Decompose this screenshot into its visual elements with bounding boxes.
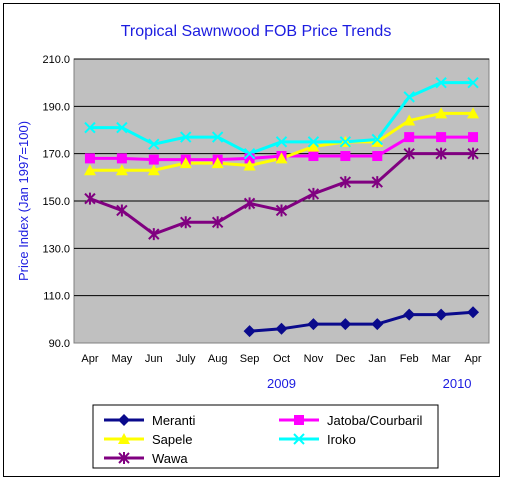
legend-box <box>92 404 439 469</box>
data-point-wawa <box>180 216 192 229</box>
data-point-wawa <box>371 176 383 189</box>
y-tick-label: 150.0 <box>42 196 70 208</box>
data-point-iroko <box>467 76 479 89</box>
data-point-sapele <box>83 164 96 176</box>
x-tick-label: Feb <box>400 353 419 365</box>
x-tick-label: Apr <box>81 353 98 365</box>
data-point-sapele <box>211 157 224 169</box>
legend: Meranti Jatoba/Courbaril Sapele Iroko Wawa <box>104 413 422 466</box>
y-tick-label: 170.0 <box>42 149 70 161</box>
data-point-iroko <box>339 136 352 148</box>
data-point-wawa <box>307 187 320 200</box>
x-tick-label: Dec <box>336 353 356 365</box>
data-point-meranti <box>435 308 448 321</box>
x-tick-label: Apr <box>464 353 481 365</box>
data-point-iroko <box>403 91 415 103</box>
year-label: 2009 <box>267 376 296 391</box>
data-point-sapele <box>147 164 160 176</box>
data-point-iroko <box>371 133 383 146</box>
data-point-sapele <box>435 107 448 119</box>
legend-label-sapele: Sapele <box>152 432 192 447</box>
x-tick-label: Jan <box>368 353 386 365</box>
data-point-jatoba-courbaril <box>404 132 415 143</box>
data-point-meranti <box>275 322 288 335</box>
year-labels: 2009 2010 <box>267 376 471 391</box>
data-point-wawa <box>84 192 96 205</box>
data-point-wawa <box>116 204 128 217</box>
legend-label-jatoba-courbaril: Jatoba/Courbaril <box>327 413 422 428</box>
gridlines <box>74 58 489 297</box>
x-tick-label: Oct <box>273 353 290 365</box>
y-tick-label: 110.0 <box>43 291 70 303</box>
data-point-wawa <box>148 228 160 241</box>
data-point-wawa <box>243 197 256 210</box>
x-tick-label: Mar <box>432 353 451 365</box>
data-point-sapele <box>179 157 192 169</box>
x-tick-label: July <box>176 353 196 365</box>
data-point-sapele <box>275 152 288 164</box>
y-tick-label: 90.0 <box>49 338 70 350</box>
data-point-jatoba-courbaril <box>436 132 447 143</box>
legend-marker-jatoba-courbaril <box>294 415 304 425</box>
data-point-sapele <box>403 114 416 126</box>
data-point-wawa <box>435 147 447 160</box>
y-tick-label: 190.0 <box>42 101 70 113</box>
data-point-wawa <box>339 176 352 189</box>
legend-marker-iroko <box>293 433 305 445</box>
y-tick-label: 130.0 <box>42 243 70 255</box>
data-point-wawa <box>211 216 224 229</box>
legend-label-iroko: Iroko <box>327 432 356 447</box>
legend-marker-sapele <box>118 433 130 444</box>
data-point-meranti <box>307 318 320 331</box>
legend-marker-wawa <box>118 452 130 464</box>
data-point-iroko <box>84 121 96 134</box>
data-point-iroko <box>435 76 447 89</box>
x-tick-label: Sep <box>240 353 260 365</box>
data-point-iroko <box>180 131 192 143</box>
data-point-jatoba-courbaril <box>84 153 95 164</box>
data-point-wawa <box>403 147 415 160</box>
data-point-sapele <box>371 135 384 147</box>
year-label: 2010 <box>443 376 472 391</box>
data-point-jatoba-courbaril <box>372 151 383 162</box>
data-point-jatoba-courbaril <box>468 132 479 143</box>
y-tick-label: 210.0 <box>42 54 70 66</box>
data-point-iroko <box>243 147 256 160</box>
data-point-iroko <box>211 131 224 143</box>
legend-label-wawa: Wawa <box>152 451 188 466</box>
data-point-iroko <box>148 138 160 150</box>
y-axis-label: Price Index (Jan 1997=100) <box>16 121 31 281</box>
data-point-meranti <box>403 308 416 321</box>
data-point-sapele <box>467 107 480 119</box>
data-point-jatoba-courbaril <box>340 151 351 162</box>
line-chart: Tropical Sawnwood FOB Price Trends 90.0 1… <box>16 23 490 469</box>
data-point-jatoba-courbaril <box>116 153 127 164</box>
x-tick-label: Nov <box>304 353 324 365</box>
data-point-jatoba-courbaril <box>244 153 255 164</box>
x-tick-label: Jun <box>145 353 163 365</box>
x-tick-label: May <box>111 353 132 365</box>
chart-title: Tropical Sawnwood FOB Price Trends <box>121 23 392 40</box>
data-point-wawa <box>467 147 479 160</box>
legend-marker-meranti <box>118 414 130 426</box>
data-point-sapele <box>307 140 320 152</box>
data-point-wawa <box>275 204 288 217</box>
data-point-meranti <box>467 306 480 319</box>
data-point-sapele <box>243 159 256 171</box>
data-point-meranti <box>339 318 352 331</box>
x-tick-labels: Apr May Jun July Aug Sep Oct Nov Dec Jan Feb Mar Apr <box>81 353 482 365</box>
data-point-iroko <box>307 136 320 148</box>
series-markers <box>83 76 480 338</box>
y-tick-labels: 90.0 110.0 130.0 150.0 170.0 190.0 210.0 <box>42 54 70 350</box>
chart-frame: Tropical Sawnwood FOB Price Trends 90.0 1… <box>3 3 500 477</box>
data-point-iroko <box>116 121 128 134</box>
legend-label-meranti: Meranti <box>152 413 195 428</box>
data-point-jatoba-courbaril <box>148 154 159 165</box>
data-point-meranti <box>371 318 384 331</box>
x-tick-label: Aug <box>208 353 228 365</box>
data-point-sapele <box>115 164 128 176</box>
data-point-meranti <box>243 325 256 338</box>
data-point-iroko <box>275 136 288 148</box>
data-point-jatoba-courbaril <box>308 151 319 162</box>
